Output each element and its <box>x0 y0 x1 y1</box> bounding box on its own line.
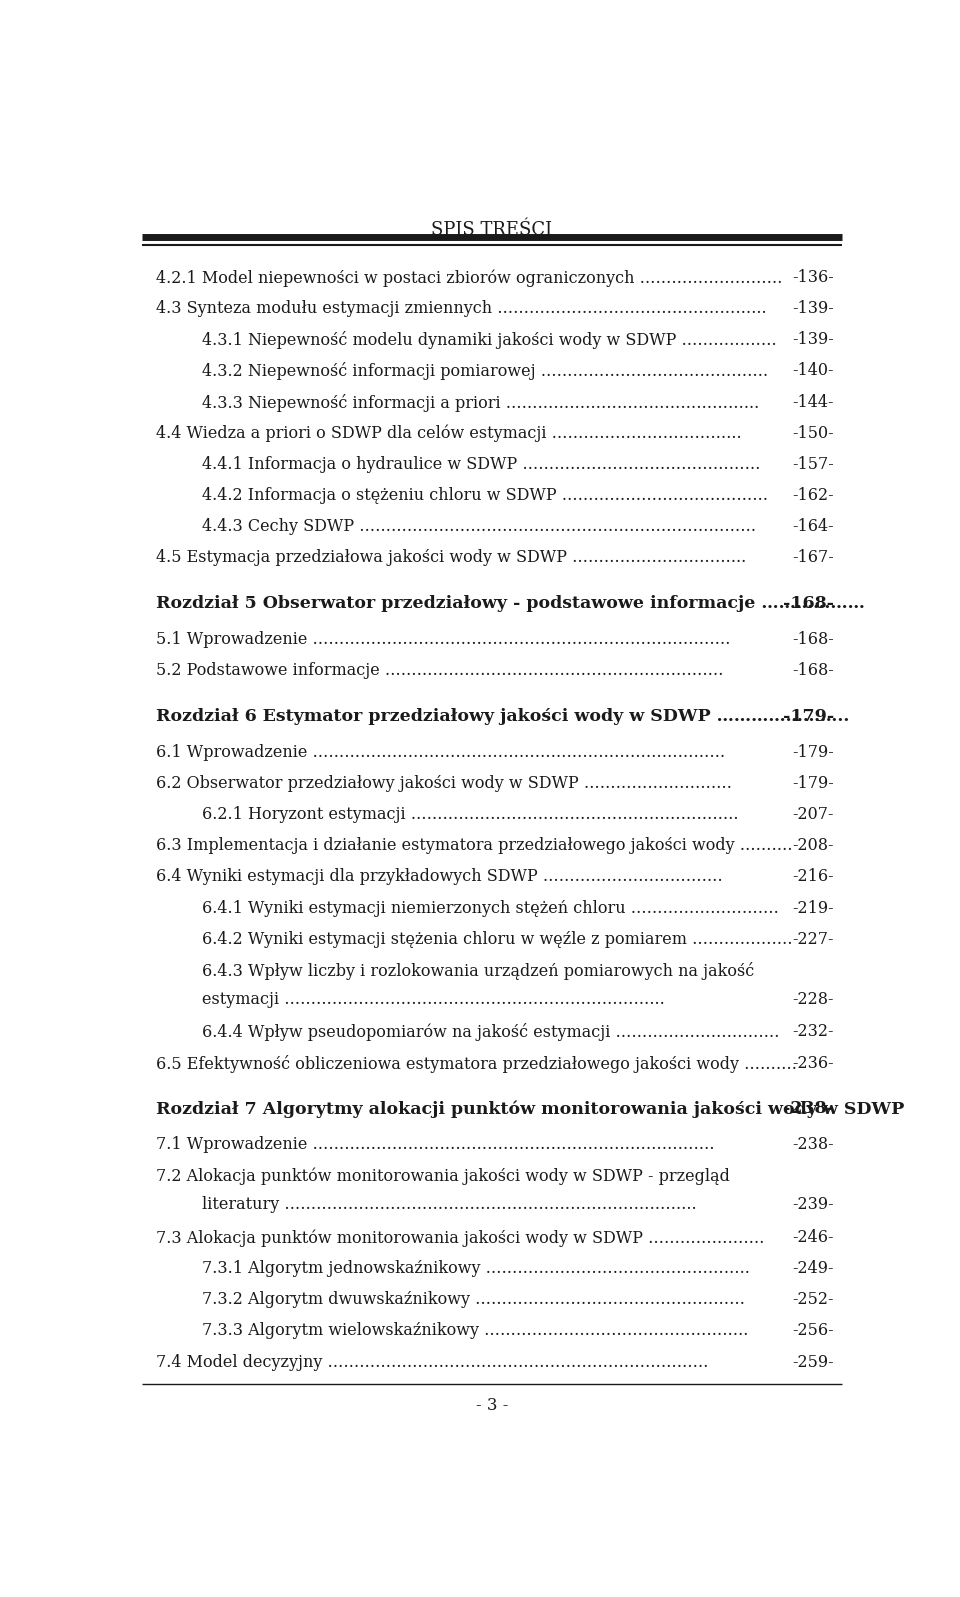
Text: 4.4.1 Informacja o hydraulice w SDWP ………………………………………: 4.4.1 Informacja o hydraulice w SDWP ………… <box>202 455 760 473</box>
Text: 4.4 Wiedza a priori o SDWP dla celów estymacji ……………………………...: 4.4 Wiedza a priori o SDWP dla celów est… <box>156 425 741 442</box>
Text: -150-: -150- <box>793 425 834 442</box>
Text: 5.2 Podstawowe informacje ……………………………………………………….: 5.2 Podstawowe informacje ……………………………………… <box>156 663 723 679</box>
Text: 4.5 Estymacja przedziałowa jakości wody w SDWP …………………………...: 4.5 Estymacja przedziałowa jakości wody … <box>156 549 746 565</box>
Text: literatury …………………………………………………………………...: literatury …………………………………………………………………... <box>202 1196 696 1214</box>
Text: 7.1 Wprowadzenie ………………………………………………………………….: 7.1 Wprowadzenie ……………………………………………………………… <box>156 1137 714 1153</box>
Text: -256-: -256- <box>793 1322 834 1340</box>
Text: 6.4 Wyniki estymacji dla przykładowych SDWP …………………………….: 6.4 Wyniki estymacji dla przykładowych S… <box>156 869 722 885</box>
Text: -168-: -168- <box>793 631 834 648</box>
Text: -259-: -259- <box>793 1354 834 1370</box>
Text: -238-: -238- <box>793 1137 834 1153</box>
Text: 4.3.3 Niepewność informacji a priori ………………………………………...: 4.3.3 Niepewność informacji a priori ………… <box>202 393 759 412</box>
Text: -208-: -208- <box>793 837 834 854</box>
Text: -227-: -227- <box>793 931 834 947</box>
Text: 4.3.2 Niepewność informacji pomiarowej …………………………………….: 4.3.2 Niepewność informacji pomiarowej …… <box>202 363 768 380</box>
Text: -179-: -179- <box>793 744 834 762</box>
Text: 7.3.1 Algorytm jednowskaźnikowy …………………………………………..: 7.3.1 Algorytm jednowskaźnikowy ……………………… <box>202 1260 750 1278</box>
Text: 7.3.2 Algorytm dwuwskaźnikowy ……………………………………………: 7.3.2 Algorytm dwuwskaźnikowy …………………………… <box>202 1292 745 1308</box>
Text: 6.1 Wprowadzenie ……………………………………………………………………: 6.1 Wprowadzenie ……………………………………………………………… <box>156 744 725 762</box>
Text: SPIS TREŚCI: SPIS TREŚCI <box>431 220 553 240</box>
Text: estymacji ……………………………………………………………...: estymacji ……………………………………………………………... <box>202 990 664 1008</box>
Text: -167-: -167- <box>793 549 834 565</box>
Text: 7.2 Alokacja punktów monitorowania jakości wody w SDWP - przegląd: 7.2 Alokacja punktów monitorowania jakoś… <box>156 1167 730 1185</box>
Text: -162-: -162- <box>793 487 834 505</box>
Text: -232-: -232- <box>793 1024 834 1040</box>
Text: 6.2.1 Horyzont estymacji ……………………………………………………..: 6.2.1 Horyzont estymacji ………………………………………… <box>202 806 738 822</box>
Text: Rozdział 6 Estymator przedziałowy jakości wody w SDWP …………………..: Rozdział 6 Estymator przedziałowy jakośc… <box>156 707 849 725</box>
Text: 6.4.4 Wpływ pseudopomiarów na jakość estymacji ………………………….: 6.4.4 Wpływ pseudopomiarów na jakość est… <box>202 1024 780 1041</box>
Text: -236-: -236- <box>793 1054 834 1072</box>
Text: 5.1 Wprowadzenie …………………………………………………………………….: 5.1 Wprowadzenie ……………………………………………………………… <box>156 631 731 648</box>
Text: 7.4 Model decyzyjny ………………………………………………………………: 7.4 Model decyzyjny ……………………………………………………… <box>156 1354 708 1370</box>
Text: -238-: -238- <box>783 1100 834 1118</box>
Text: -219-: -219- <box>793 899 834 917</box>
Text: -239-: -239- <box>793 1196 834 1214</box>
Text: 4.4.3 Cechy SDWP …………………………………………………………………: 4.4.3 Cechy SDWP ……………………………………………………………… <box>202 517 756 535</box>
Text: 6.2 Obserwator przedziałowy jakości wody w SDWP ……………………….: 6.2 Obserwator przedziałowy jakości wody… <box>156 775 732 792</box>
Text: -139-: -139- <box>793 300 834 318</box>
Text: Rozdział 5 Obserwator przedziałowy - podstawowe informacje ………………: Rozdział 5 Obserwator przedziałowy - pod… <box>156 596 865 612</box>
Text: -249-: -249- <box>793 1260 834 1278</box>
Text: 6.4.1 Wyniki estymacji niemierzonych stężeń chloru ……………………….: 6.4.1 Wyniki estymacji niemierzonych stę… <box>202 899 779 917</box>
Text: 7.3 Alokacja punktów monitorowania jakości wody w SDWP ………………….: 7.3 Alokacja punktów monitorowania jakoś… <box>156 1230 764 1247</box>
Text: 4.3 Synteza modułu estymacji zmiennych …………………………………………...: 4.3 Synteza modułu estymacji zmiennych …… <box>156 300 766 318</box>
Text: 6.4.3 Wpływ liczby i rozlokowania urządzeń pomiarowych na jakość: 6.4.3 Wpływ liczby i rozlokowania urządz… <box>202 961 755 981</box>
Text: Rozdział 7 Algorytmy alokacji punktów monitorowania jakości wody w SDWP: Rozdział 7 Algorytmy alokacji punktów mo… <box>156 1100 904 1118</box>
Text: -140-: -140- <box>793 363 834 380</box>
Text: -228-: -228- <box>793 990 834 1008</box>
Text: -144-: -144- <box>793 393 834 410</box>
Text: -157-: -157- <box>793 455 834 473</box>
Text: 4.4.2 Informacja o stężeniu chloru w SDWP …………………………………: 4.4.2 Informacja o stężeniu chloru w SDW… <box>202 487 768 505</box>
Text: -168-: -168- <box>793 663 834 679</box>
Text: -246-: -246- <box>793 1230 834 1246</box>
Text: -164-: -164- <box>793 517 834 535</box>
Text: 4.3.1 Niepewność modelu dynamiki jakości wody w SDWP ………………: 4.3.1 Niepewność modelu dynamiki jakości… <box>202 331 777 350</box>
Text: - 3 -: - 3 - <box>476 1397 508 1413</box>
Text: 6.4.2 Wyniki estymacji stężenia chloru w węźle z pomiarem ……………….: 6.4.2 Wyniki estymacji stężenia chloru w… <box>202 931 792 947</box>
Text: -179-: -179- <box>793 775 834 792</box>
Text: -139-: -139- <box>793 331 834 348</box>
Text: 7.3.3 Algorytm wielowskaźnikowy …………………………………………..: 7.3.3 Algorytm wielowskaźnikowy ……………………… <box>202 1322 748 1340</box>
Text: 6.5 Efektywność obliczeniowa estymatora przedziałowego jakości wody ……….: 6.5 Efektywność obliczeniowa estymatora … <box>156 1054 797 1073</box>
Text: -207-: -207- <box>793 806 834 822</box>
Text: -168-: -168- <box>783 596 834 612</box>
Text: 6.3 Implementacja i działanie estymatora przedziałowego jakości wody ……….: 6.3 Implementacja i działanie estymatora… <box>156 837 792 854</box>
Text: -252-: -252- <box>793 1292 834 1308</box>
Text: -179-: -179- <box>783 707 834 725</box>
Text: -136-: -136- <box>793 270 834 286</box>
Text: -216-: -216- <box>793 869 834 885</box>
Text: 4.2.1 Model niepewności w postaci zbiorów ograniczonych ………………………: 4.2.1 Model niepewności w postaci zbioró… <box>156 270 782 286</box>
